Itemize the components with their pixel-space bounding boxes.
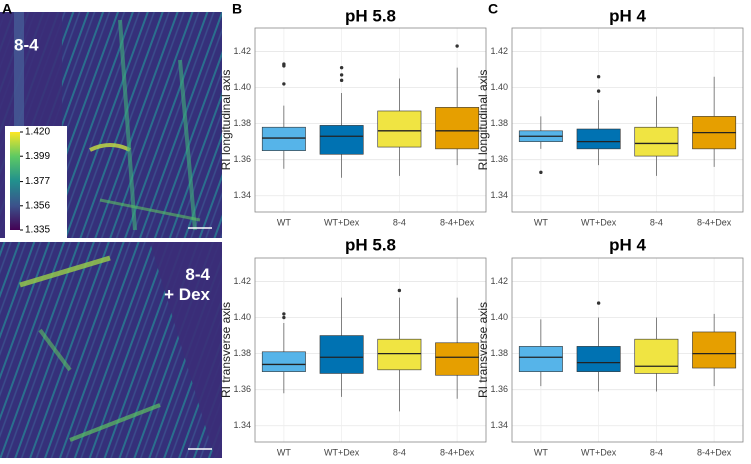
y-tick-label: 1.38 (490, 348, 508, 358)
x-tick-label: 8-4 (393, 447, 406, 457)
outlier (282, 82, 286, 86)
outlier (596, 89, 601, 93)
box (518, 346, 563, 372)
micrograph-bottom (0, 242, 222, 458)
colorbar-tick-label: 1.356 (25, 200, 50, 211)
y-tick-label: 1.34 (233, 190, 251, 200)
box (319, 125, 364, 155)
plot-border (511, 257, 744, 443)
y-tick-label: 1.38 (490, 118, 508, 128)
box (692, 331, 737, 369)
colorbar-tick-label: 1.377 (25, 176, 50, 187)
box (377, 338, 422, 371)
y-tick-label: 1.36 (490, 384, 508, 394)
x-tick-label: WT+Dex (581, 447, 617, 457)
y-axis-label: RI transverse axis (219, 302, 233, 398)
x-tick-label: WT (534, 447, 548, 457)
outlier (539, 170, 543, 175)
colorbar-tick-label: 1.399 (25, 151, 50, 162)
x-tick-label: WT+Dex (324, 217, 360, 227)
y-axis-label: RI longitudinal axis (476, 70, 490, 171)
box (435, 107, 480, 150)
y-tick-label: 1.40 (233, 312, 251, 322)
outlier (339, 78, 344, 83)
box (261, 126, 306, 151)
box (435, 342, 480, 376)
outlier (339, 73, 344, 77)
y-tick-label: 1.40 (490, 82, 508, 92)
x-tick-label: 8-4+Dex (697, 217, 732, 227)
chart-title: pH 5.8 (345, 6, 396, 25)
colorbar-tick-label: 1.335 (25, 225, 50, 236)
plot-border (254, 27, 487, 213)
y-tick-label: 1.42 (233, 46, 251, 56)
y-tick-label: 1.34 (490, 190, 508, 200)
y-axis-label: RI transverse axis (476, 302, 490, 398)
x-tick-label: 8-4+Dex (440, 447, 475, 457)
image-label: 8-4 (14, 35, 39, 54)
outlier (397, 288, 402, 293)
outlier (455, 44, 459, 48)
chart-title: pH 4 (609, 6, 646, 25)
outlier (596, 75, 601, 79)
y-axis-label: RI longitudinal axis (219, 70, 233, 171)
x-tick-label: WT (277, 217, 291, 227)
image-label: 8-4 + Dex (164, 265, 210, 304)
plot-border (511, 27, 744, 213)
outlier (282, 64, 286, 68)
y-tick-label: 1.36 (233, 384, 251, 394)
x-tick-label: WT (534, 217, 548, 227)
outlier (339, 65, 344, 70)
box (634, 126, 679, 157)
box (576, 346, 621, 372)
chart-title: pH 5.8 (345, 235, 396, 254)
y-tick-label: 1.40 (490, 312, 508, 322)
x-tick-label: 8-4 (650, 217, 663, 227)
x-tick-label: 8-4+Dex (697, 447, 732, 457)
outlier (282, 312, 286, 316)
chart-title: pH 4 (609, 235, 646, 254)
x-tick-label: 8-4+Dex (440, 217, 475, 227)
y-tick-label: 1.42 (490, 46, 508, 56)
panel-letter: B (232, 1, 242, 17)
x-tick-label: WT (277, 447, 291, 457)
y-tick-label: 1.34 (233, 420, 251, 430)
colorbar-tick-label: 1.420 (25, 127, 50, 138)
y-tick-label: 1.42 (490, 276, 508, 286)
y-tick-label: 1.36 (233, 154, 251, 164)
x-tick-label: 8-4 (650, 447, 663, 457)
box (377, 110, 422, 148)
panel-letter: A (2, 1, 12, 17)
y-tick-label: 1.34 (490, 420, 508, 430)
y-tick-label: 1.42 (233, 276, 251, 286)
panel-letter: C (488, 1, 498, 17)
y-tick-label: 1.38 (233, 348, 251, 358)
y-tick-label: 1.38 (233, 118, 251, 128)
y-tick-label: 1.36 (490, 154, 508, 164)
x-tick-label: WT+Dex (581, 217, 617, 227)
outlier (282, 315, 286, 320)
box (261, 351, 306, 372)
x-tick-label: WT+Dex (324, 447, 360, 457)
box (576, 128, 621, 150)
x-tick-label: 8-4 (393, 217, 406, 227)
outlier (596, 301, 601, 305)
y-tick-label: 1.40 (233, 82, 251, 92)
plot-border (254, 257, 487, 443)
box (634, 338, 679, 374)
colorbar (10, 132, 20, 230)
box (319, 335, 364, 374)
